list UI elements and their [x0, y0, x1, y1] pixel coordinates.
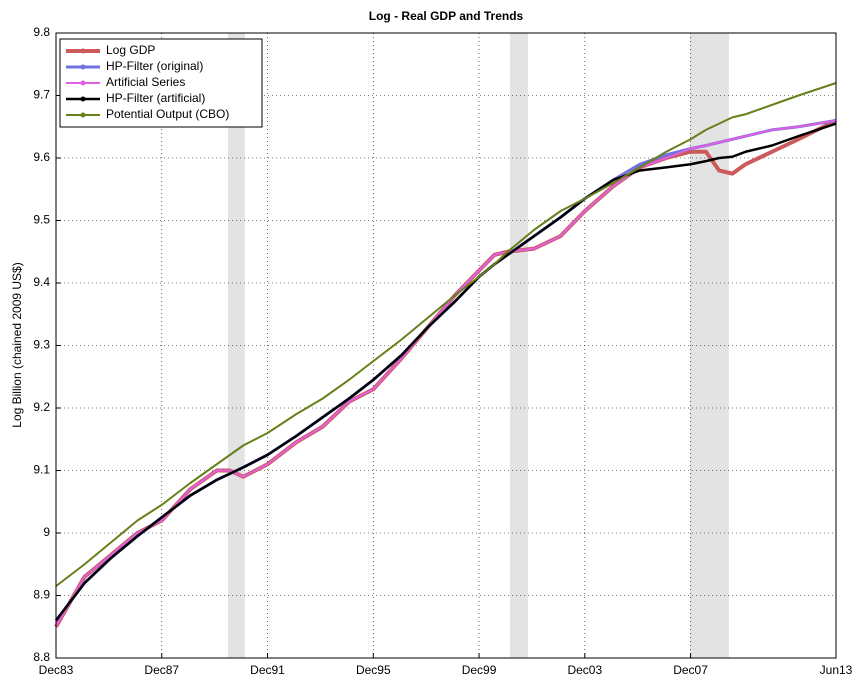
y-tick-label: 9.6: [33, 150, 50, 164]
y-tick-label: 8.8: [33, 650, 50, 664]
x-tick-label: Dec83: [39, 663, 74, 677]
y-tick-label: 9.5: [33, 213, 50, 227]
series-line: [55, 82, 837, 587]
series-line: [55, 119, 837, 628]
x-tick-label: Dec95: [356, 663, 391, 677]
y-tick-label: 9.4: [33, 275, 50, 289]
x-tick-label: Dec87: [144, 663, 179, 677]
x-tick-label: Dec99: [462, 663, 497, 677]
y-tick-label: 9.1: [33, 463, 50, 477]
legend-marker: [80, 96, 86, 102]
y-tick-label: 9.2: [33, 400, 50, 414]
y-tick-label: 9.8: [33, 25, 50, 39]
recession-band: [690, 33, 729, 658]
y-tick-label: 8.9: [33, 588, 50, 602]
y-axis-label: Log Billion (chained 2009 US$): [10, 262, 24, 427]
legend-label: Potential Output (CBO): [106, 107, 229, 121]
legend-marker: [80, 48, 86, 54]
x-tick-label: Dec07: [673, 663, 708, 677]
series-line: [55, 122, 837, 622]
plot-frame: [55, 32, 837, 659]
x-tick-label: Jun13: [820, 663, 853, 677]
y-tick-label: 9: [43, 525, 50, 539]
legend-marker: [80, 64, 86, 70]
x-tick-label: Dec03: [567, 663, 602, 677]
legend-label: HP-Filter (original): [106, 59, 203, 73]
chart-title: Log - Real GDP and Trends: [369, 9, 524, 23]
legend-label: Artificial Series: [106, 75, 185, 89]
legend: Log GDP HP-Filter (original) Artificial Se…: [59, 38, 263, 128]
recession-band: [509, 33, 528, 658]
legend-marker: [80, 80, 86, 86]
y-tick-label: 9.3: [33, 338, 50, 352]
legend-label: HP-Filter (artificial): [106, 91, 205, 105]
x-tick-label: Dec91: [250, 663, 285, 677]
legend-label: Log GDP: [106, 43, 155, 57]
y-tick-label: 9.7: [33, 88, 50, 102]
legend-marker: [80, 112, 86, 118]
